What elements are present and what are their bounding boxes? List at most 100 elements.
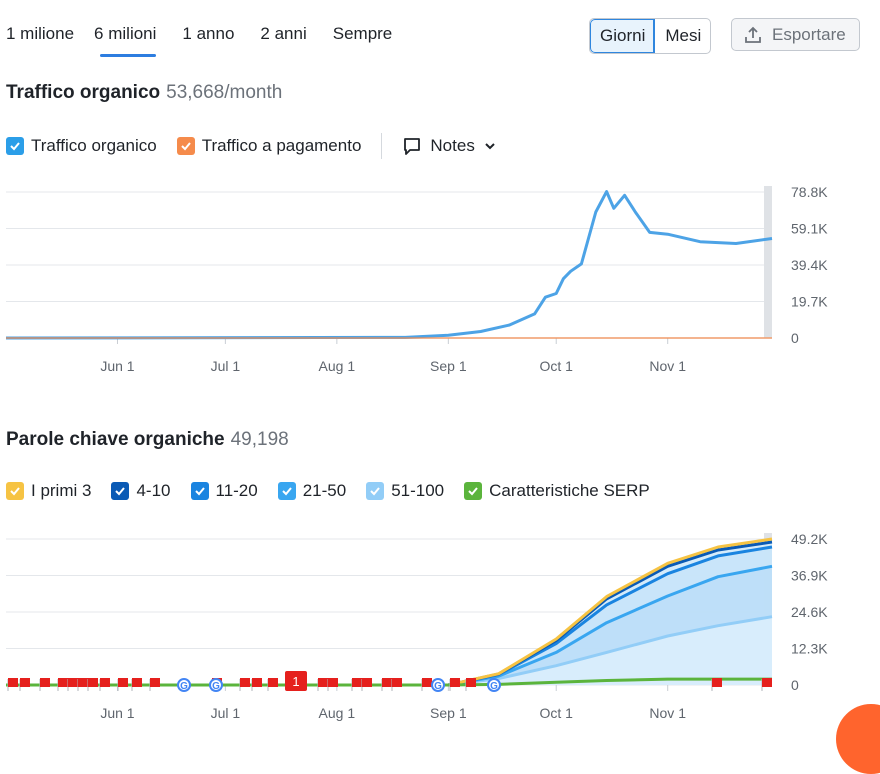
flag-body <box>58 678 68 687</box>
y-tick-label: 24.6K <box>791 604 828 620</box>
series-area-21-50 <box>6 566 772 685</box>
flag-body <box>328 678 338 687</box>
y-tick-label: 0 <box>791 330 799 346</box>
legend-label: Caratteristiche SERP <box>489 481 650 500</box>
flag-body <box>150 678 160 687</box>
months-button[interactable]: Mesi <box>665 26 702 45</box>
event-flag-icon <box>327 678 338 691</box>
event-flag-icon <box>117 678 128 691</box>
y-tick-label: 19.7K <box>791 294 828 310</box>
keywords-title-row: Parole chiave organiche 49,198 <box>6 429 289 451</box>
flag-body <box>362 678 372 687</box>
tab-all-time[interactable]: Sempre <box>332 24 393 43</box>
legend-label: Traffico a pagamento <box>201 136 362 155</box>
event-flag-icon <box>251 678 262 691</box>
flag-body <box>88 678 98 687</box>
event-flag-icon <box>351 678 362 691</box>
y-tick-label: 12.3K <box>791 641 828 657</box>
notes-dropdown[interactable]: Notes <box>402 136 496 156</box>
event-flag-icon <box>39 678 50 691</box>
period-tabs: 1 milione 6 milioni 1 anno 2 anni Sempre <box>0 18 412 57</box>
flag-body <box>68 678 78 687</box>
annotation-badge <box>285 671 307 691</box>
checkbox-icon <box>6 137 24 155</box>
export-button[interactable]: Esportare <box>731 18 860 51</box>
y-tick-label: 59.1K <box>791 221 828 237</box>
event-flag-icon <box>381 678 392 691</box>
legend-21-50[interactable]: 21-50 <box>277 481 347 501</box>
flag-body <box>78 678 88 687</box>
flag-body <box>382 678 392 687</box>
flag-body <box>118 678 128 687</box>
event-flag-icon <box>77 678 88 691</box>
flag-body <box>252 678 262 687</box>
flag-body <box>100 678 110 687</box>
flag-body <box>712 678 722 687</box>
tab-1-month[interactable]: 1 milione <box>6 24 75 43</box>
granularity-toggle: Giorni Mesi <box>589 18 712 54</box>
x-tick-label: Oct 1 <box>539 358 573 374</box>
tab-2-years[interactable]: 2 anni <box>260 24 307 43</box>
x-tick-label: Nov 1 <box>649 358 686 374</box>
traffic-legend: Traffico organico Traffico a pagamento N… <box>6 133 497 159</box>
tab-1-year[interactable]: 1 anno <box>182 24 235 43</box>
x-tick-label: Aug 1 <box>319 358 356 374</box>
flag-body <box>450 678 460 687</box>
legend-organic-traffic[interactable]: Traffico organico <box>6 136 157 156</box>
checkbox-icon <box>366 482 385 500</box>
y-tick-label: 36.9K <box>791 568 828 584</box>
legend-label: 4-10 <box>136 481 171 500</box>
legend-label: Traffico organico <box>31 136 157 155</box>
event-flag-icon <box>19 678 30 691</box>
event-flag-icon <box>449 678 460 691</box>
event-flag-icon <box>131 678 142 691</box>
legend-label: 21-50 <box>302 481 347 500</box>
legend-top-3[interactable]: I primi 3 <box>6 481 91 501</box>
legend-serp-features[interactable]: Caratteristiche SERP <box>464 481 650 501</box>
y-tick-label: 0 <box>791 677 799 693</box>
checkbox-icon <box>6 482 24 500</box>
export-label: Esportare <box>772 24 846 44</box>
traffic-value: 53,668/month <box>166 82 283 103</box>
tab-6-months[interactable]: 6 milioni <box>94 18 157 57</box>
days-button[interactable]: Giorni <box>590 19 656 53</box>
upload-icon <box>745 26 761 43</box>
flag-body <box>762 678 772 687</box>
legend-51-100[interactable]: 51-100 <box>366 481 444 501</box>
x-tick-label: Oct 1 <box>539 705 573 721</box>
google-update-letter: G <box>212 681 220 692</box>
event-flag-icon <box>7 678 18 691</box>
series-area-51-100 <box>6 616 772 685</box>
flag-body <box>318 678 328 687</box>
flag-body <box>20 678 30 687</box>
x-tick-label: Jul 1 <box>211 358 241 374</box>
y-tick-label: 49.2K <box>791 531 828 547</box>
legend-11-20[interactable]: 11-20 <box>190 481 258 501</box>
x-tick-label: Jul 1 <box>211 705 241 721</box>
traffic-title: Traffico organico <box>6 82 161 103</box>
checkbox-icon <box>277 482 296 500</box>
notes-label: Notes <box>430 136 475 155</box>
x-tick-label: Jun 1 <box>100 358 134 374</box>
annotation-badge-count: 1 <box>292 674 299 689</box>
flag-body <box>392 678 402 687</box>
event-flag-icon <box>421 678 432 691</box>
chevron-down-icon <box>485 143 495 150</box>
event-flag-icon <box>67 678 78 691</box>
event-flag-icon <box>761 678 772 691</box>
x-tick-label: Jun 1 <box>100 705 134 721</box>
legend-paid-traffic[interactable]: Traffico a pagamento <box>176 136 362 156</box>
checkbox-icon <box>464 482 483 500</box>
x-tick-label: Sep 1 <box>430 705 467 721</box>
traffic-title-row: Traffico organico 53,668/month <box>6 82 282 104</box>
google-update-letter: G <box>490 681 498 692</box>
comment-icon <box>404 138 421 155</box>
traffic-chart: 78.8K 59.1K 39.4K 19.7K 0 Jun 1 Jul 1 Aug 1 Sep … <box>5 184 828 374</box>
event-flag-icon <box>239 678 250 691</box>
flag-body <box>466 678 476 687</box>
google-update-icon <box>209 678 223 692</box>
event-flag-icon <box>465 678 476 691</box>
legend-4-10[interactable]: 4-10 <box>111 481 171 501</box>
flag-body <box>422 678 432 687</box>
legend-divider <box>381 133 383 159</box>
